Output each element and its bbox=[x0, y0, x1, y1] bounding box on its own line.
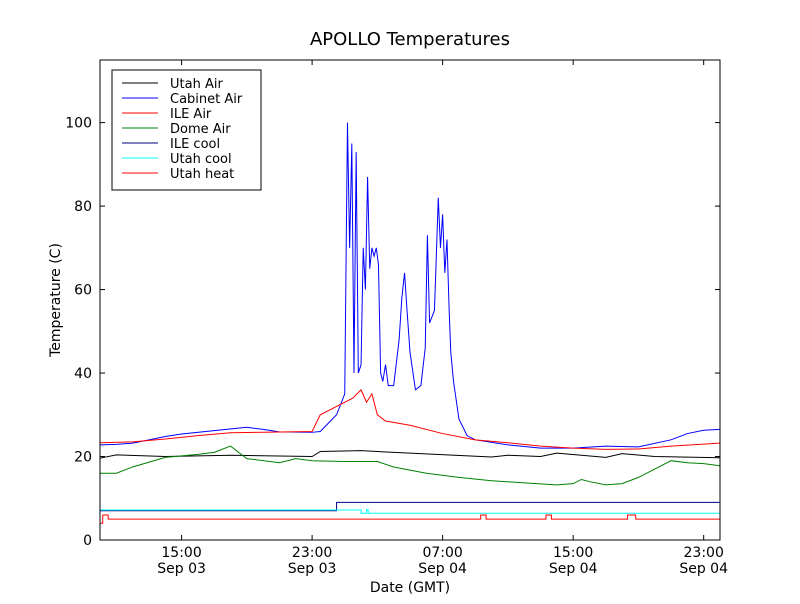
x-tick-label-date: Sep 03 bbox=[157, 561, 206, 577]
legend-label-dome-air: Dome Air bbox=[170, 122, 231, 137]
series-line-ile-air bbox=[99, 388, 721, 450]
legend-label-ile-cool: ILE cool bbox=[170, 137, 220, 152]
series-line-utah-air bbox=[99, 450, 721, 459]
y-tick-label: 100 bbox=[65, 116, 92, 132]
plot-frame bbox=[99, 59, 721, 541]
x-tick-label-date: Sep 04 bbox=[549, 561, 598, 577]
x-axis-label: Date (GMT) bbox=[370, 580, 450, 596]
x-tick-label-time: 23:00 bbox=[292, 545, 332, 561]
x-tick-label-time: 07:00 bbox=[422, 545, 462, 561]
x-tick-label-time: 15:00 bbox=[161, 545, 201, 561]
y-axis-label: Temperature (C) bbox=[48, 243, 64, 358]
x-tick-label-time: 15:00 bbox=[553, 545, 593, 561]
y-tick-label: 40 bbox=[74, 366, 92, 382]
series-line-cabinet-air bbox=[99, 122, 721, 449]
legend-box bbox=[111, 69, 262, 191]
chart-title: APOLLO Temperatures bbox=[310, 29, 510, 50]
series-line-utah-cool bbox=[100, 509, 720, 514]
y-tick-label: 60 bbox=[74, 283, 92, 299]
series-line-dome-air bbox=[100, 445, 721, 486]
legend-label-cabinet-air: Cabinet Air bbox=[170, 92, 243, 107]
x-tick-label-time: 23:00 bbox=[684, 545, 724, 561]
y-tick-label: 80 bbox=[74, 199, 92, 215]
x-tick-label-date: Sep 03 bbox=[288, 561, 337, 577]
x-tick-label-date: Sep 04 bbox=[418, 561, 467, 577]
legend-label-utah-cool: Utah cool bbox=[170, 152, 232, 167]
legend-label-ile-air: ILE Air bbox=[170, 107, 212, 122]
legend-label-utah-air: Utah Air bbox=[170, 77, 223, 92]
y-tick-label: 0 bbox=[83, 533, 92, 549]
legend-label-utah-heat: Utah heat bbox=[170, 167, 234, 182]
y-tick-label: 20 bbox=[74, 450, 92, 466]
series-line-ile-cool bbox=[100, 501, 720, 512]
plot-lines bbox=[99, 122, 721, 524]
x-tick-label-date: Sep 04 bbox=[679, 561, 728, 577]
series-line-utah-heat bbox=[100, 514, 720, 524]
